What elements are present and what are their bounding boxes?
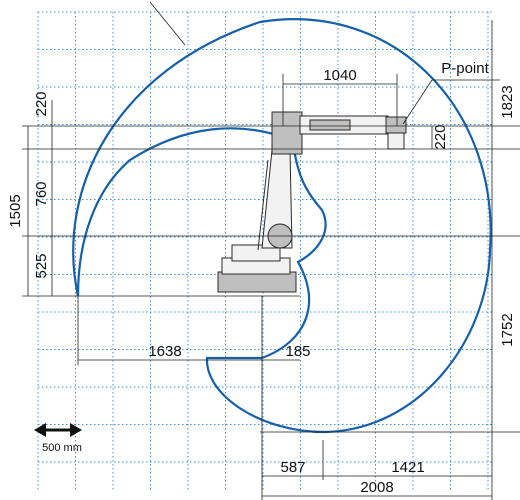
label-185: 185 — [285, 343, 310, 360]
label-1421: 1421 — [391, 459, 424, 476]
scale-label: 500 mm — [42, 442, 82, 454]
work-envelope — [72, 1, 492, 434]
robot-cable — [257, 159, 269, 251]
outer-envelope-curve — [72, 18, 492, 434]
label-525: 525 — [33, 253, 50, 278]
robot-flange — [387, 132, 405, 150]
dimension-labels: 1040 P-point 1823 220 1752 220 1505 760 … — [7, 60, 516, 496]
p-point-leader — [402, 79, 433, 125]
robot-upper-arm-detail — [309, 119, 351, 131]
robot-arm — [217, 111, 407, 293]
scale-indicator: 500 mm — [34, 423, 82, 454]
label-1505: 1505 — [7, 194, 24, 227]
scale-arrow-left-head — [34, 423, 46, 437]
label-220-right: 220 — [432, 124, 449, 149]
label-760: 760 — [33, 181, 50, 206]
label-1638: 1638 — [148, 343, 181, 360]
label-p-point: P-point — [441, 60, 489, 77]
label-1040: 1040 — [323, 67, 356, 84]
dimension-lines — [22, 20, 520, 500]
robot-base — [217, 271, 297, 293]
label-587: 587 — [280, 459, 305, 476]
label-1752: 1752 — [499, 313, 516, 346]
leader-line-envelope — [149, 1, 186, 46]
label-220-left: 220 — [33, 91, 50, 116]
robot-swivel — [231, 244, 281, 262]
robot-elbow — [271, 111, 303, 155]
label-2008: 2008 — [360, 479, 393, 496]
robot-wrist — [385, 116, 407, 134]
label-1823: 1823 — [499, 85, 516, 118]
scale-arrow-right-head — [70, 423, 82, 437]
